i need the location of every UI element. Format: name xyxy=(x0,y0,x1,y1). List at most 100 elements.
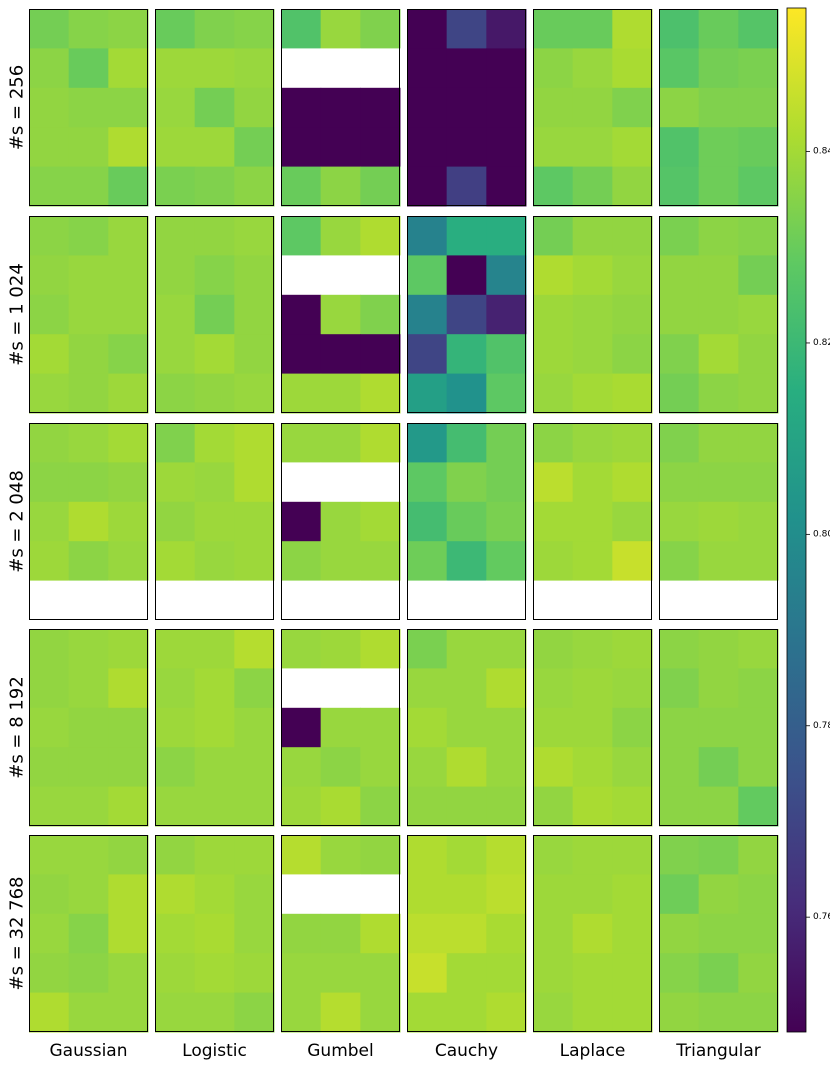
panel-frame xyxy=(407,423,526,620)
heatmap-cell xyxy=(738,707,779,748)
heatmap-cell xyxy=(234,294,275,335)
heatmap-cell xyxy=(486,786,527,827)
heatmap-cell xyxy=(29,629,70,669)
heatmap-cell xyxy=(29,707,70,748)
heatmap-cell xyxy=(659,501,700,542)
heatmap-cell xyxy=(360,668,401,709)
heatmap-cell xyxy=(155,294,196,335)
heatmap-cell xyxy=(108,294,149,335)
heatmap-cell xyxy=(407,992,448,1033)
heatmap-cell xyxy=(360,835,401,875)
heatmap-cell xyxy=(486,835,527,875)
heatmap-cell xyxy=(281,423,322,463)
heatmap-panel xyxy=(533,216,653,414)
heatmap-cell xyxy=(194,992,235,1033)
heatmap-cell xyxy=(360,501,401,542)
heatmap-cell xyxy=(738,953,779,994)
heatmap-cell xyxy=(738,874,779,915)
heatmap-cell xyxy=(234,747,275,788)
heatmap-cell xyxy=(320,786,361,827)
heatmap-cell xyxy=(68,127,109,168)
heatmap-cell xyxy=(738,127,779,168)
heatmap-cell xyxy=(68,501,109,542)
row-labels: #s = 256 #s = 1 024 #s = 2 048 #s = 8 192 #s… xyxy=(7,65,28,991)
heatmap-panel xyxy=(659,629,779,827)
heatmap-cell xyxy=(155,707,196,748)
panel-frame xyxy=(155,835,274,1032)
heatmap-cell xyxy=(360,992,401,1033)
heatmap-cell xyxy=(194,334,235,375)
heatmap-cell xyxy=(698,216,739,256)
heatmap-cell xyxy=(612,9,653,49)
heatmap-cell xyxy=(320,462,361,503)
heatmap-cell xyxy=(407,216,448,256)
heatmap-cell xyxy=(533,255,574,296)
heatmap-cell xyxy=(29,423,70,463)
heatmap-cell xyxy=(533,462,574,503)
heatmap-cell xyxy=(446,953,487,994)
column-label: Logistic xyxy=(182,1041,247,1061)
heatmap-cell xyxy=(155,9,196,49)
heatmap-cell xyxy=(572,501,613,542)
heatmap-cell xyxy=(572,423,613,463)
heatmap-cell xyxy=(155,255,196,296)
heatmap-cell xyxy=(281,462,322,503)
heatmap-cell xyxy=(407,9,448,49)
heatmap-cell xyxy=(108,786,149,827)
heatmap-cell xyxy=(659,707,700,748)
heatmap-cell xyxy=(108,541,149,582)
heatmap-cell xyxy=(698,48,739,89)
heatmap-cell xyxy=(108,334,149,375)
heatmap-cell xyxy=(533,707,574,748)
colorbar-tick-label: 0.82 xyxy=(813,338,830,348)
heatmap-cell xyxy=(533,9,574,49)
heatmap-cell xyxy=(659,334,700,375)
heatmap-cell xyxy=(533,874,574,915)
heatmap-panel xyxy=(407,835,527,1033)
heatmap-cell xyxy=(360,9,401,49)
heatmap-cell xyxy=(698,629,739,669)
heatmap-panel xyxy=(281,216,401,414)
heatmap-cell xyxy=(360,786,401,827)
heatmap-cell xyxy=(234,216,275,256)
heatmap-cell xyxy=(738,294,779,335)
heatmap-cell xyxy=(446,707,487,748)
heatmap-cell xyxy=(281,786,322,827)
heatmap-cell xyxy=(407,668,448,709)
heatmap-panel xyxy=(29,423,149,621)
heatmap-cell xyxy=(612,747,653,788)
heatmap-cell xyxy=(446,423,487,463)
heatmap-cell xyxy=(533,541,574,582)
heatmap-cell xyxy=(281,166,322,207)
heatmap-cell xyxy=(446,9,487,49)
heatmap-cell xyxy=(533,423,574,463)
heatmap-cell xyxy=(108,127,149,168)
row-label: #s = 8 192 xyxy=(7,676,28,779)
heatmap-cell xyxy=(612,707,653,748)
heatmap-cell xyxy=(320,707,361,748)
panel-frame xyxy=(533,423,652,620)
heatmap-cell xyxy=(446,629,487,669)
panel-frame xyxy=(155,216,274,413)
heatmap-cell xyxy=(572,668,613,709)
panel-frame xyxy=(407,9,526,206)
heatmap-cell xyxy=(612,127,653,168)
heatmap-cell xyxy=(738,423,779,463)
heatmap-cell xyxy=(533,668,574,709)
heatmap-cell xyxy=(698,874,739,915)
heatmap-cell xyxy=(29,835,70,875)
heatmap-cell xyxy=(194,294,235,335)
colorbar-tick-label: 0.84 xyxy=(813,147,830,157)
heatmap-cell xyxy=(738,580,779,621)
heatmap-cell xyxy=(698,501,739,542)
heatmap-cell xyxy=(659,913,700,954)
heatmap-cell xyxy=(234,48,275,89)
heatmap-cell xyxy=(486,580,527,621)
heatmap-cell xyxy=(612,668,653,709)
heatmap-cell xyxy=(108,992,149,1033)
heatmap-cell xyxy=(533,580,574,621)
heatmap-cell xyxy=(234,373,275,414)
heatmap-cell xyxy=(572,48,613,89)
heatmap-cell xyxy=(486,127,527,168)
heatmap-cell xyxy=(407,127,448,168)
